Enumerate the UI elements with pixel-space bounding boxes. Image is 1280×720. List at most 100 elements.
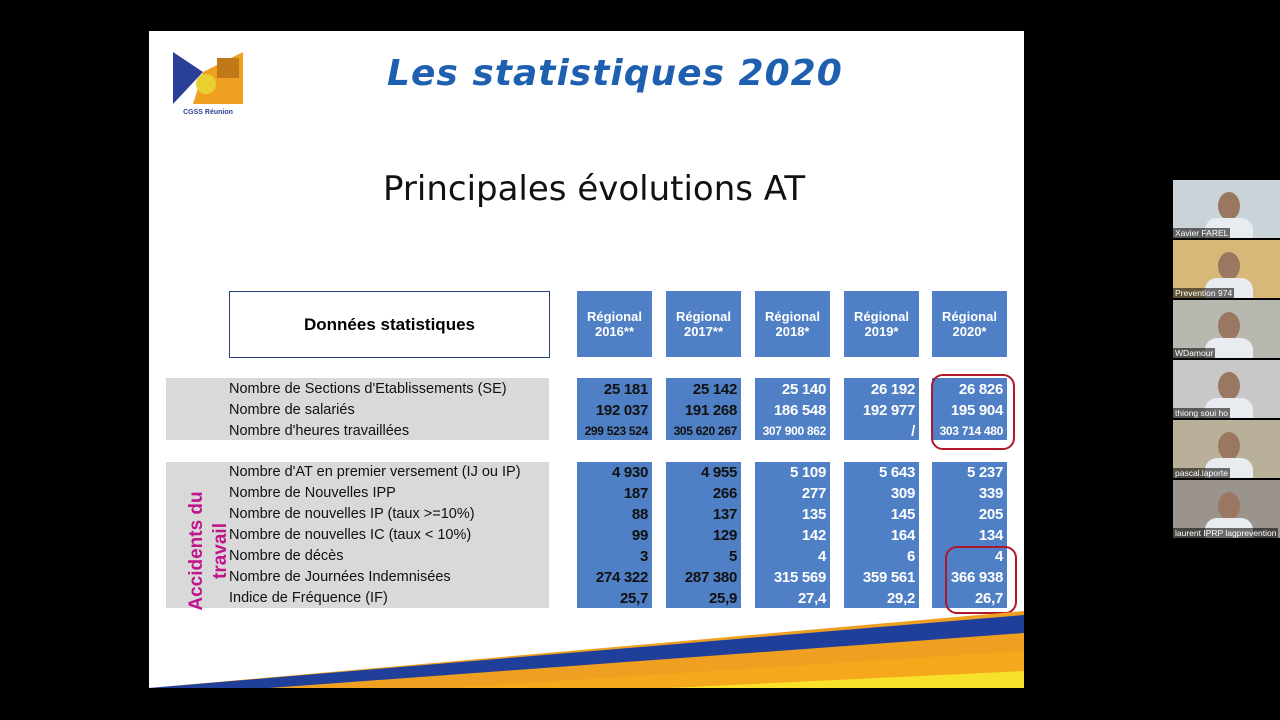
column-header-2016: Régional 2016**: [577, 291, 652, 357]
participant-video-face: [1218, 492, 1240, 520]
column-header-line2: 2020*: [952, 324, 987, 339]
participant-video-face: [1218, 432, 1240, 460]
participant-name: WDamour: [1173, 348, 1216, 358]
table-cell: 134: [978, 527, 1003, 544]
table-cell: 164: [890, 527, 915, 544]
group1-column-cell: [666, 378, 741, 440]
table-cell: 25,9: [709, 590, 737, 607]
participant-name: pascal.laporte: [1173, 468, 1230, 478]
row-label: Nombre de Nouvelles IPP: [229, 485, 396, 501]
row-label: Nombre de Journées Indemnisées: [229, 569, 451, 585]
group2-column-cell: [755, 462, 830, 608]
cgss-logo: CGSS Réunion: [173, 52, 243, 116]
slide-subtitle: Principales évolutions AT: [383, 169, 806, 209]
table-cell: 129: [712, 527, 737, 544]
table-cell: 25 140: [781, 381, 826, 398]
row-label: Nombre de décès: [229, 548, 344, 564]
table-cell: 299 523 524: [584, 424, 649, 438]
table-cell: 205: [978, 506, 1003, 523]
column-header-line1: Régional: [765, 309, 820, 324]
table-cell: /: [911, 423, 915, 440]
table-header-label: Données statistiques: [229, 291, 550, 358]
row-label: Nombre de Sections d'Etablissements (SE): [229, 381, 507, 397]
row-label: Nombre de salariés: [229, 402, 355, 418]
group2-column-cell: [844, 462, 919, 608]
group1-column-cell: [577, 378, 652, 440]
group1-column-cell: [844, 378, 919, 440]
column-header-line2: 2017**: [683, 324, 724, 339]
group2-column-cell: [666, 462, 741, 608]
column-header-2020: Régional 2020*: [932, 291, 1007, 357]
table-cell: 187: [623, 485, 648, 502]
table-cell: 339: [978, 485, 1003, 502]
table-cell: 359 561: [862, 569, 915, 586]
column-header-line1: Régional: [676, 309, 731, 324]
presentation-slide: CGSS Réunion Les statistiques 2020 Princ…: [149, 31, 1024, 688]
participant-name: Xavier FAREL: [1173, 228, 1231, 238]
participant-name: laurent IPRP lagprevention: [1173, 528, 1279, 538]
participant-tile[interactable]: WDamour: [1173, 300, 1280, 358]
table-cell: 192 037: [595, 402, 648, 419]
column-header-2017: Régional 2017**: [666, 291, 741, 357]
table-cell: 26 192: [870, 381, 915, 398]
table-cell: 4 930: [611, 464, 648, 481]
column-header-line2: 2019*: [864, 324, 899, 339]
participant-name: thiong soui ho: [1173, 408, 1230, 418]
table-cell: 315 569: [773, 569, 826, 586]
participant-tile[interactable]: Xavier FAREL: [1173, 180, 1280, 238]
table-cell: 186 548: [773, 402, 826, 419]
table-cell: 25 181: [603, 381, 648, 398]
table-cell: 99: [631, 527, 648, 544]
table-cell: 309: [890, 485, 915, 502]
table-cell: 29,2: [887, 590, 915, 607]
column-header-line1: Régional: [942, 309, 997, 324]
table-cell: 27,4: [798, 590, 826, 607]
table-cell: 5: [728, 548, 737, 565]
table-cell: 274 322: [595, 569, 648, 586]
column-header-line1: Régional: [854, 309, 909, 324]
participant-tile[interactable]: pascal.laporte: [1173, 420, 1280, 478]
table-cell: 142: [801, 527, 826, 544]
table-cell: 4: [817, 548, 826, 565]
column-header-2019: Régional 2019*: [844, 291, 919, 357]
group1-column-cell: [755, 378, 830, 440]
table-cell: 287 380: [684, 569, 737, 586]
table-cell: 135: [801, 506, 826, 523]
row-label: Nombre de nouvelles IP (taux >=10%): [229, 506, 475, 522]
participant-name: Prevention 974: [1173, 288, 1235, 298]
group1-column-cell: [932, 378, 1007, 440]
table-cell: 266: [712, 485, 737, 502]
row-label: Nombre d'heures travaillées: [229, 423, 410, 439]
column-header-line2: 2018*: [775, 324, 810, 339]
table-cell: 303 714 480: [939, 424, 1004, 438]
participant-video-face: [1218, 312, 1240, 340]
table-cell: 137: [712, 506, 737, 523]
table-cell: 192 977: [862, 402, 915, 419]
table-cell: 195 904: [950, 402, 1003, 419]
table-cell: 5 643: [878, 464, 915, 481]
group2-column-cell: [577, 462, 652, 608]
table-cell: 191 268: [684, 402, 737, 419]
table-cell: 145: [890, 506, 915, 523]
table-cell: 26 826: [958, 381, 1003, 398]
group2-band: [166, 462, 549, 608]
bottom-decoration-stripes: [149, 611, 1024, 688]
row-label: Nombre d'AT en premier versement (IJ ou …: [229, 464, 521, 480]
column-header-line2: 2016**: [594, 324, 635, 339]
participant-video-face: [1218, 252, 1240, 280]
participant-tile[interactable]: laurent IPRP lagprevention: [1173, 480, 1280, 538]
table-cell: 4 955: [700, 464, 737, 481]
highlight-2020-deaths-days: [945, 546, 1017, 614]
logo-graphic-icon: [173, 52, 243, 104]
participant-tile[interactable]: thiong soui ho: [1173, 360, 1280, 418]
row-label: Nombre de nouvelles IC (taux < 10%): [229, 527, 472, 543]
table-cell: 88: [631, 506, 648, 523]
table-cell: 305 620 267: [673, 424, 738, 438]
table-cell: 25,7: [620, 590, 648, 607]
participant-video-face: [1218, 372, 1240, 400]
participant-tile[interactable]: Prevention 974: [1173, 240, 1280, 298]
accidents-du-travail-label: Accidents du travail: [171, 476, 231, 626]
table-cell: 5 109: [789, 464, 826, 481]
participant-video-face: [1218, 192, 1240, 220]
highlight-2020-group1: [931, 374, 1015, 450]
